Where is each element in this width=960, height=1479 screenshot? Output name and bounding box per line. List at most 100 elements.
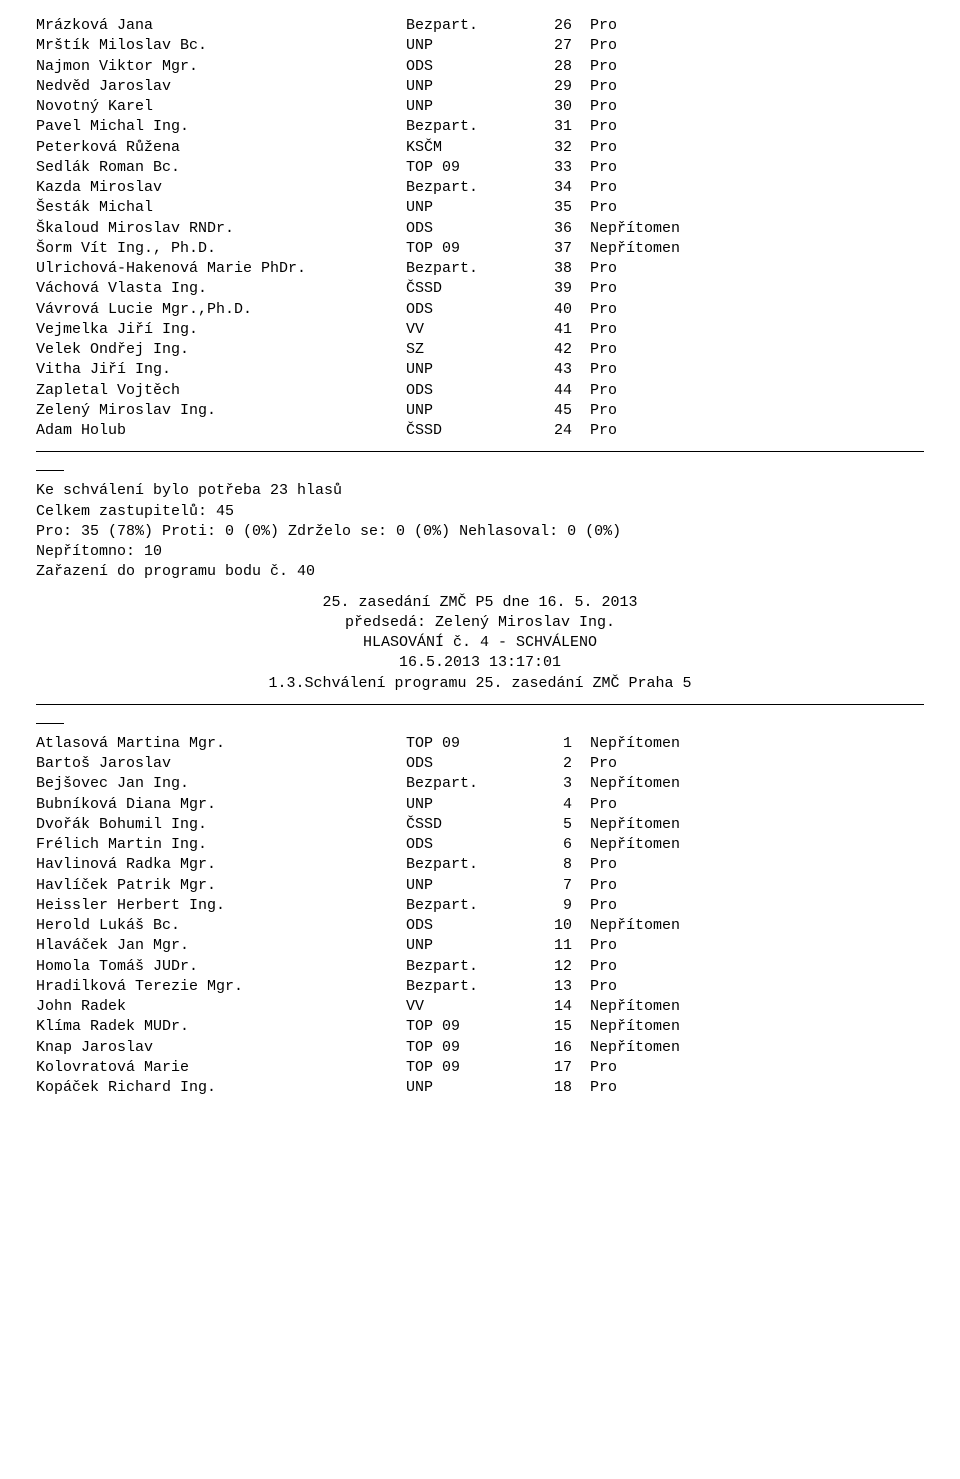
member-name: Kolovratová Marie [36,1058,406,1078]
member-name: Hlaváček Jan Mgr. [36,936,406,956]
member-vote: Pro [590,138,924,158]
member-number: 36 [526,219,590,239]
member-number: 31 [526,117,590,137]
vote-row: Kazda MiroslavBezpart.34Pro [36,178,924,198]
member-number: 9 [526,896,590,916]
member-name: Zapletal Vojtěch [36,381,406,401]
member-party: TOP 09 [406,1017,526,1037]
member-party: ČSSD [406,279,526,299]
member-number: 8 [526,855,590,875]
member-name: Ulrichová-Hakenová Marie PhDr. [36,259,406,279]
member-vote: Pro [590,300,924,320]
member-party: ODS [406,57,526,77]
vote-row: Kopáček Richard Ing.UNP18Pro [36,1078,924,1098]
summary-line: Nepřítomno: 10 [36,542,924,562]
member-vote: Pro [590,360,924,380]
member-number: 42 [526,340,590,360]
vote-table-2: Atlasová Martina Mgr.TOP 091NepřítomenBa… [36,734,924,1099]
member-vote: Pro [590,320,924,340]
member-party: UNP [406,401,526,421]
member-party: ODS [406,219,526,239]
member-number: 5 [526,815,590,835]
member-number: 40 [526,300,590,320]
vote-row: Havlinová Radka Mgr.Bezpart.8Pro [36,855,924,875]
vote-row: Bartoš JaroslavODS2Pro [36,754,924,774]
divider [36,451,924,471]
vote-row: Mrázková JanaBezpart.26Pro [36,16,924,36]
member-party: Bezpart. [406,977,526,997]
member-name: Škaloud Miroslav RNDr. [36,219,406,239]
vote-row: Zapletal VojtěchODS44Pro [36,381,924,401]
member-party: ODS [406,754,526,774]
member-party: UNP [406,198,526,218]
member-number: 44 [526,381,590,401]
member-number: 4 [526,795,590,815]
vote-row: Ulrichová-Hakenová Marie PhDr.Bezpart.38… [36,259,924,279]
member-name: Mrštík Miloslav Bc. [36,36,406,56]
member-vote: Nepřítomen [590,774,924,794]
member-name: Peterková Růžena [36,138,406,158]
summary-line: Pro: 35 (78%) Proti: 0 (0%) Zdrželo se: … [36,522,924,542]
member-vote: Nepřítomen [590,997,924,1017]
divider [36,704,924,724]
header-line: 1.3.Schválení programu 25. zasedání ZMČ … [36,674,924,694]
member-party: TOP 09 [406,1058,526,1078]
summary-line: Celkem zastupitelů: 45 [36,502,924,522]
member-vote: Pro [590,16,924,36]
member-vote: Pro [590,279,924,299]
member-vote: Pro [590,876,924,896]
member-name: Kazda Miroslav [36,178,406,198]
member-number: 29 [526,77,590,97]
vote-row: John RadekVV14Nepřítomen [36,997,924,1017]
member-number: 1 [526,734,590,754]
member-vote: Nepřítomen [590,1017,924,1037]
member-name: Zelený Miroslav Ing. [36,401,406,421]
member-party: TOP 09 [406,158,526,178]
vote-row: Pavel Michal Ing.Bezpart.31Pro [36,117,924,137]
member-name: Bejšovec Jan Ing. [36,774,406,794]
member-name: Vávrová Lucie Mgr.,Ph.D. [36,300,406,320]
vote-row: Peterková RůženaKSČM32Pro [36,138,924,158]
member-number: 27 [526,36,590,56]
vote-row: Havlíček Patrik Mgr.UNP7Pro [36,876,924,896]
member-vote: Pro [590,340,924,360]
header-line: 25. zasedání ZMČ P5 dne 16. 5. 2013 [36,593,924,613]
member-name: Hradilková Terezie Mgr. [36,977,406,997]
member-number: 13 [526,977,590,997]
member-vote: Pro [590,754,924,774]
header-line: HLASOVÁNÍ č. 4 - SCHVÁLENO [36,633,924,653]
member-number: 35 [526,198,590,218]
member-name: Frélich Martin Ing. [36,835,406,855]
vote-table-1: Mrázková JanaBezpart.26ProMrštík Milosla… [36,16,924,441]
session-header: 25. zasedání ZMČ P5 dne 16. 5. 2013 před… [36,593,924,694]
member-party: UNP [406,36,526,56]
member-number: 16 [526,1038,590,1058]
member-party: Bezpart. [406,774,526,794]
member-party: UNP [406,876,526,896]
member-number: 43 [526,360,590,380]
member-party: ODS [406,835,526,855]
vote-row: Nedvěd JaroslavUNP29Pro [36,77,924,97]
member-name: Vejmelka Jiří Ing. [36,320,406,340]
member-vote: Pro [590,1058,924,1078]
member-vote: Pro [590,97,924,117]
member-party: Bezpart. [406,957,526,977]
member-party: Bezpart. [406,178,526,198]
summary-line: Zařazení do programu bodu č. 40 [36,562,924,582]
vote-row: Hlaváček Jan Mgr.UNP11Pro [36,936,924,956]
member-vote: Nepřítomen [590,815,924,835]
member-vote: Pro [590,259,924,279]
member-number: 18 [526,1078,590,1098]
member-number: 10 [526,916,590,936]
member-party: ODS [406,381,526,401]
member-party: TOP 09 [406,239,526,259]
member-party: ČSSD [406,421,526,441]
member-number: 11 [526,936,590,956]
member-vote: Nepřítomen [590,916,924,936]
member-name: Velek Ondřej Ing. [36,340,406,360]
member-number: 7 [526,876,590,896]
member-party: UNP [406,1078,526,1098]
member-name: Pavel Michal Ing. [36,117,406,137]
member-number: 30 [526,97,590,117]
member-name: Bartoš Jaroslav [36,754,406,774]
